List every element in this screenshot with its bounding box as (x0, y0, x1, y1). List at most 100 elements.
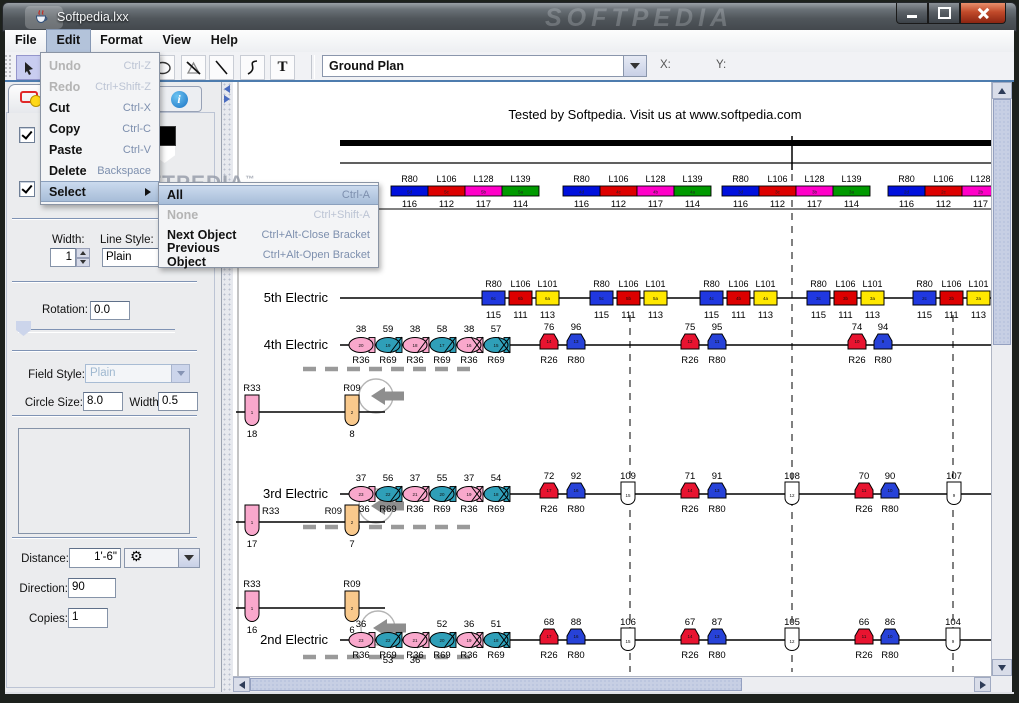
scroll-up-button[interactable] (992, 82, 1012, 99)
checkbox-option-1[interactable] (19, 127, 35, 143)
menubar-item-format[interactable]: Format (90, 30, 152, 52)
distance-mode-combo[interactable]: ⚙ (124, 548, 200, 568)
svg-text:R80: R80 (874, 355, 891, 366)
java-icon (33, 9, 49, 25)
menu-item-cut[interactable]: CutCtrl-X (41, 97, 159, 118)
scroll-left-button[interactable] (233, 677, 250, 692)
minimize-button[interactable] (896, 3, 928, 24)
scroll-down-button[interactable] (992, 659, 1012, 676)
minimize-icon (907, 15, 917, 18)
svg-text:111: 111 (513, 310, 527, 321)
svg-text:54: 54 (491, 473, 502, 484)
svg-text:R26: R26 (681, 650, 698, 661)
plot-svg: Tested by Softpedia. Visit us at www.sof… (233, 82, 991, 676)
svg-text:96: 96 (571, 322, 582, 333)
text-tool-button[interactable]: T (270, 55, 295, 80)
line-tool-button[interactable] (209, 55, 234, 80)
circle-size-field[interactable]: 8.0 (83, 392, 123, 411)
svg-text:114: 114 (844, 199, 859, 210)
svg-text:18: 18 (412, 343, 418, 348)
svg-text:R26: R26 (848, 355, 865, 366)
distance-field[interactable]: 1'-6" (69, 548, 121, 568)
svg-text:5c: 5c (599, 296, 605, 301)
svg-text:12: 12 (687, 339, 693, 344)
menu-item-previous-object[interactable]: Previous ObjectCtrl+Alt-Open Bracket (159, 245, 378, 265)
svg-text:5b: 5b (481, 189, 487, 194)
polygon-tool-button[interactable] (181, 55, 206, 80)
field-style-label: Field Style: (23, 369, 85, 381)
info-icon: i (171, 91, 188, 108)
checkbox-option-2[interactable] (19, 181, 35, 197)
svg-text:3a: 3a (870, 296, 876, 301)
svg-text:22: 22 (385, 492, 391, 497)
svg-text:59: 59 (383, 324, 394, 335)
svg-text:75: 75 (685, 322, 696, 333)
vertical-scroll-thumb[interactable] (993, 99, 1011, 345)
menubar-item-help[interactable]: Help (201, 30, 248, 52)
svg-text:4d: 4d (579, 189, 585, 194)
svg-text:6c: 6c (491, 296, 497, 301)
circle-width-field[interactable]: 0.5 (158, 392, 198, 411)
menu-item-select[interactable]: Select (41, 181, 159, 202)
edit-menu: UndoCtrl-ZRedoCtrl+Shift-ZCutCtrl-XCopyC… (40, 52, 160, 205)
width-spinner-buttons[interactable] (76, 248, 90, 267)
copies-field[interactable]: 1 (68, 608, 108, 628)
svg-text:20: 20 (358, 343, 364, 348)
menu-item-paste[interactable]: PasteCtrl-V (41, 139, 159, 160)
scroll-right-button[interactable] (974, 677, 991, 692)
info-button[interactable]: i (156, 86, 202, 112)
menu-item-delete[interactable]: DeleteBackspace (41, 160, 159, 181)
svg-text:17: 17 (546, 488, 552, 493)
spin-down-icon[interactable] (76, 258, 90, 268)
rotation-slider-track[interactable] (18, 329, 175, 333)
menu-item-all[interactable]: AllCtrl-A (159, 185, 378, 205)
maximize-button[interactable] (928, 3, 960, 24)
collapse-right-icon[interactable] (224, 95, 230, 103)
svg-text:2d: 2d (904, 189, 910, 194)
field-style-combo[interactable]: Plain (85, 364, 172, 383)
scrollbar-corner (991, 676, 1012, 692)
svg-text:51: 51 (491, 619, 502, 630)
menu-item-redo[interactable]: RedoCtrl+Shift-Z (41, 76, 159, 97)
pointer-tool-button[interactable] (16, 55, 41, 80)
vertical-scrollbar[interactable] (991, 82, 1012, 676)
curve-tool-button[interactable] (240, 55, 265, 80)
view-selector-arrow[interactable] (623, 56, 646, 76)
spin-up-icon[interactable] (76, 248, 90, 258)
svg-text:6b: 6b (518, 296, 524, 301)
distance-combo-arrow[interactable] (178, 549, 199, 567)
arrow-right-icon (980, 681, 986, 689)
svg-text:88: 88 (571, 617, 582, 628)
menubar-item-file[interactable]: File (5, 30, 47, 52)
menubar-item-view[interactable]: View (153, 30, 201, 52)
view-selector[interactable]: Ground Plan (322, 55, 647, 77)
width-spinner[interactable]: 1 (50, 248, 76, 267)
horizontal-scroll-thumb[interactable] (250, 678, 742, 691)
svg-text:3a: 3a (849, 189, 855, 194)
svg-text:R26: R26 (855, 650, 872, 661)
svg-text:38: 38 (356, 324, 367, 335)
drawing-canvas[interactable]: Tested by Softpedia. Visit us at www.sof… (233, 82, 991, 676)
collapse-left-icon[interactable] (224, 85, 230, 93)
direction-field[interactable]: 90 (68, 578, 116, 598)
horizontal-scrollbar[interactable] (233, 676, 991, 692)
svg-text:R69: R69 (379, 650, 396, 661)
svg-text:3c: 3c (816, 296, 822, 301)
menubar-item-edit[interactable]: Edit (47, 30, 91, 52)
svg-text:6a: 6a (545, 296, 551, 301)
svg-text:14: 14 (687, 634, 693, 639)
pointer-icon (21, 60, 37, 76)
selection-listbox[interactable] (18, 428, 190, 534)
menu-item-copy[interactable]: CopyCtrl-C (41, 118, 159, 139)
rotation-field[interactable]: 0.0 (90, 301, 130, 320)
menu-item-none[interactable]: NoneCtrl+Shift-A (159, 205, 378, 225)
rotation-label: Rotation: (30, 304, 88, 316)
close-button[interactable] (960, 3, 1006, 24)
svg-text:5th Electric: 5th Electric (264, 290, 329, 305)
svg-text:109: 109 (620, 471, 636, 482)
svg-text:R69: R69 (487, 650, 504, 661)
field-style-combo-arrow[interactable] (171, 364, 190, 383)
svg-text:18: 18 (493, 638, 499, 643)
menu-item-undo[interactable]: UndoCtrl-Z (41, 55, 159, 76)
toolbar-drag-handle[interactable] (4, 54, 12, 78)
